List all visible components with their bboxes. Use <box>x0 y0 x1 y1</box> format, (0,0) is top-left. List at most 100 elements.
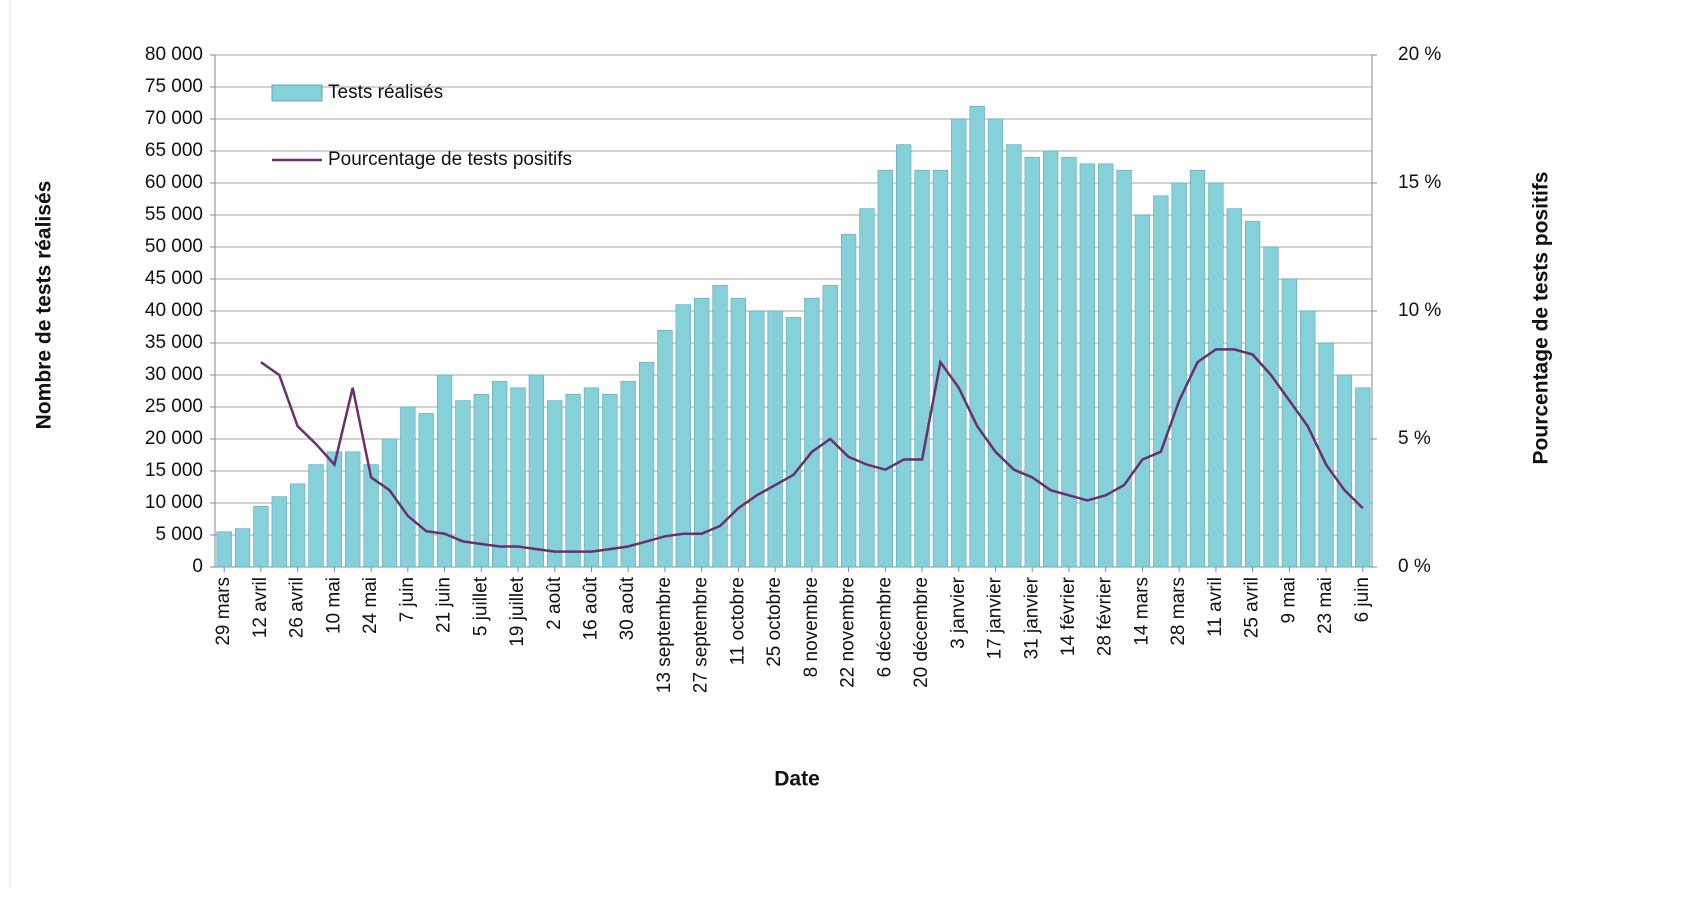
bar <box>400 406 416 568</box>
bar <box>951 118 967 568</box>
y-tick-label: 20 000 <box>145 428 203 449</box>
x-tick-label: 11 avril <box>1205 577 1226 637</box>
bar <box>620 381 636 568</box>
bar <box>455 400 471 568</box>
bar <box>1244 221 1261 568</box>
bar <box>767 310 783 568</box>
y-tick-label: 70 000 <box>145 108 203 129</box>
y-tick-label: 30 000 <box>145 364 203 385</box>
bar <box>234 528 251 568</box>
bar <box>859 208 875 568</box>
x-tick-label: 30 août <box>617 576 638 640</box>
y-tick-label: 40 000 <box>145 300 203 321</box>
bar <box>987 118 1004 568</box>
x-tick-label: 13 septembre <box>654 577 675 693</box>
y2-tick-label: 20 % <box>1398 44 1441 65</box>
x-tick-label: 25 octobre <box>764 577 785 667</box>
x-tick-label: 25 avril <box>1242 577 1263 638</box>
legend-label: Tests réalisés <box>328 82 443 103</box>
x-tick-label: 26 avril <box>287 577 308 638</box>
bar <box>565 393 581 568</box>
bar <box>216 531 232 568</box>
bar <box>730 297 747 568</box>
legend-label: Pourcentage de tests positifs <box>328 149 572 170</box>
y-tick-label: 60 000 <box>145 172 203 193</box>
bar <box>1134 214 1151 568</box>
bar <box>1281 278 1298 568</box>
bar <box>1189 169 1206 568</box>
y-tick-label: 15 000 <box>145 460 203 481</box>
bar <box>528 374 545 568</box>
x-axis-title: Date <box>774 768 820 791</box>
bar <box>1042 150 1059 568</box>
bar <box>914 169 930 568</box>
bar <box>877 169 893 568</box>
x-tick-label: 27 septembre <box>691 577 712 693</box>
x-tick-label: 9 mai <box>1278 577 1299 623</box>
y-tick-label: 35 000 <box>145 332 203 353</box>
bar <box>1263 246 1279 568</box>
x-tick-label: 6 juin <box>1352 577 1373 622</box>
x-tick-label: 10 mai <box>323 577 344 634</box>
bar <box>473 393 489 568</box>
bar <box>253 505 269 568</box>
bar <box>749 310 765 568</box>
bar <box>1024 157 1040 568</box>
y-tick-label: 55 000 <box>145 204 203 225</box>
line-series <box>260 348 1364 553</box>
x-tick-label: 3 janvier <box>948 576 969 648</box>
bar <box>1318 342 1334 568</box>
bar <box>1061 157 1077 568</box>
x-tick-label: 29 mars <box>213 577 234 646</box>
bar <box>1208 182 1224 568</box>
x-tick-label: 28 février <box>1095 576 1116 656</box>
x-tick-label: 12 avril <box>250 577 271 638</box>
x-tick-label: 22 novembre <box>838 577 859 688</box>
x-tick-label: 6 décembre <box>874 577 895 677</box>
bar <box>381 438 398 568</box>
x-tick-label: 5 juillet <box>470 576 491 636</box>
x-tick-label: 28 mars <box>1168 577 1189 646</box>
y-tick-label: 50 000 <box>145 236 203 257</box>
bar <box>1006 144 1022 568</box>
bar <box>308 464 324 568</box>
bar <box>694 297 710 568</box>
x-tick-label: 14 février <box>1058 576 1079 656</box>
bar <box>510 387 526 568</box>
bar <box>602 393 618 568</box>
y-tick-label: 75 000 <box>145 76 203 97</box>
x-tick-label: 21 juin <box>434 577 455 633</box>
bar <box>785 317 802 568</box>
bar <box>1098 163 1114 568</box>
bar <box>363 464 379 568</box>
y2-tick-label: 0 % <box>1398 556 1431 577</box>
y-tick-label: 10 000 <box>145 492 203 513</box>
x-tick-label: 2 août <box>544 576 565 630</box>
bar <box>822 285 838 568</box>
bar <box>345 451 361 568</box>
y-axis-title: Nombre de tests réalisés <box>33 181 56 430</box>
bar <box>969 105 985 568</box>
bar <box>840 233 857 568</box>
x-tick-label: 20 décembre <box>911 577 932 688</box>
x-tick-label: 11 octobre <box>727 577 748 665</box>
bar <box>1153 195 1169 568</box>
y2-tick-label: 15 % <box>1398 172 1441 193</box>
bar <box>1116 169 1132 568</box>
bar <box>271 496 287 568</box>
y2-axis-title: Pourcentage de tests positifs <box>1530 172 1553 465</box>
bar <box>1171 182 1187 568</box>
bar <box>583 387 600 568</box>
y-tick-label: 5 000 <box>155 524 203 545</box>
bar <box>896 144 912 568</box>
x-tick-label: 16 août <box>580 576 601 640</box>
bar <box>289 483 306 568</box>
bar <box>492 381 508 568</box>
bar <box>326 451 343 568</box>
x-tick-label: 17 janvier <box>985 576 1006 659</box>
bar <box>1336 374 1353 568</box>
y2-tick-label: 5 % <box>1398 428 1431 449</box>
x-tick-label: 23 mai <box>1315 577 1336 634</box>
bar <box>804 297 820 568</box>
bar <box>675 304 691 568</box>
